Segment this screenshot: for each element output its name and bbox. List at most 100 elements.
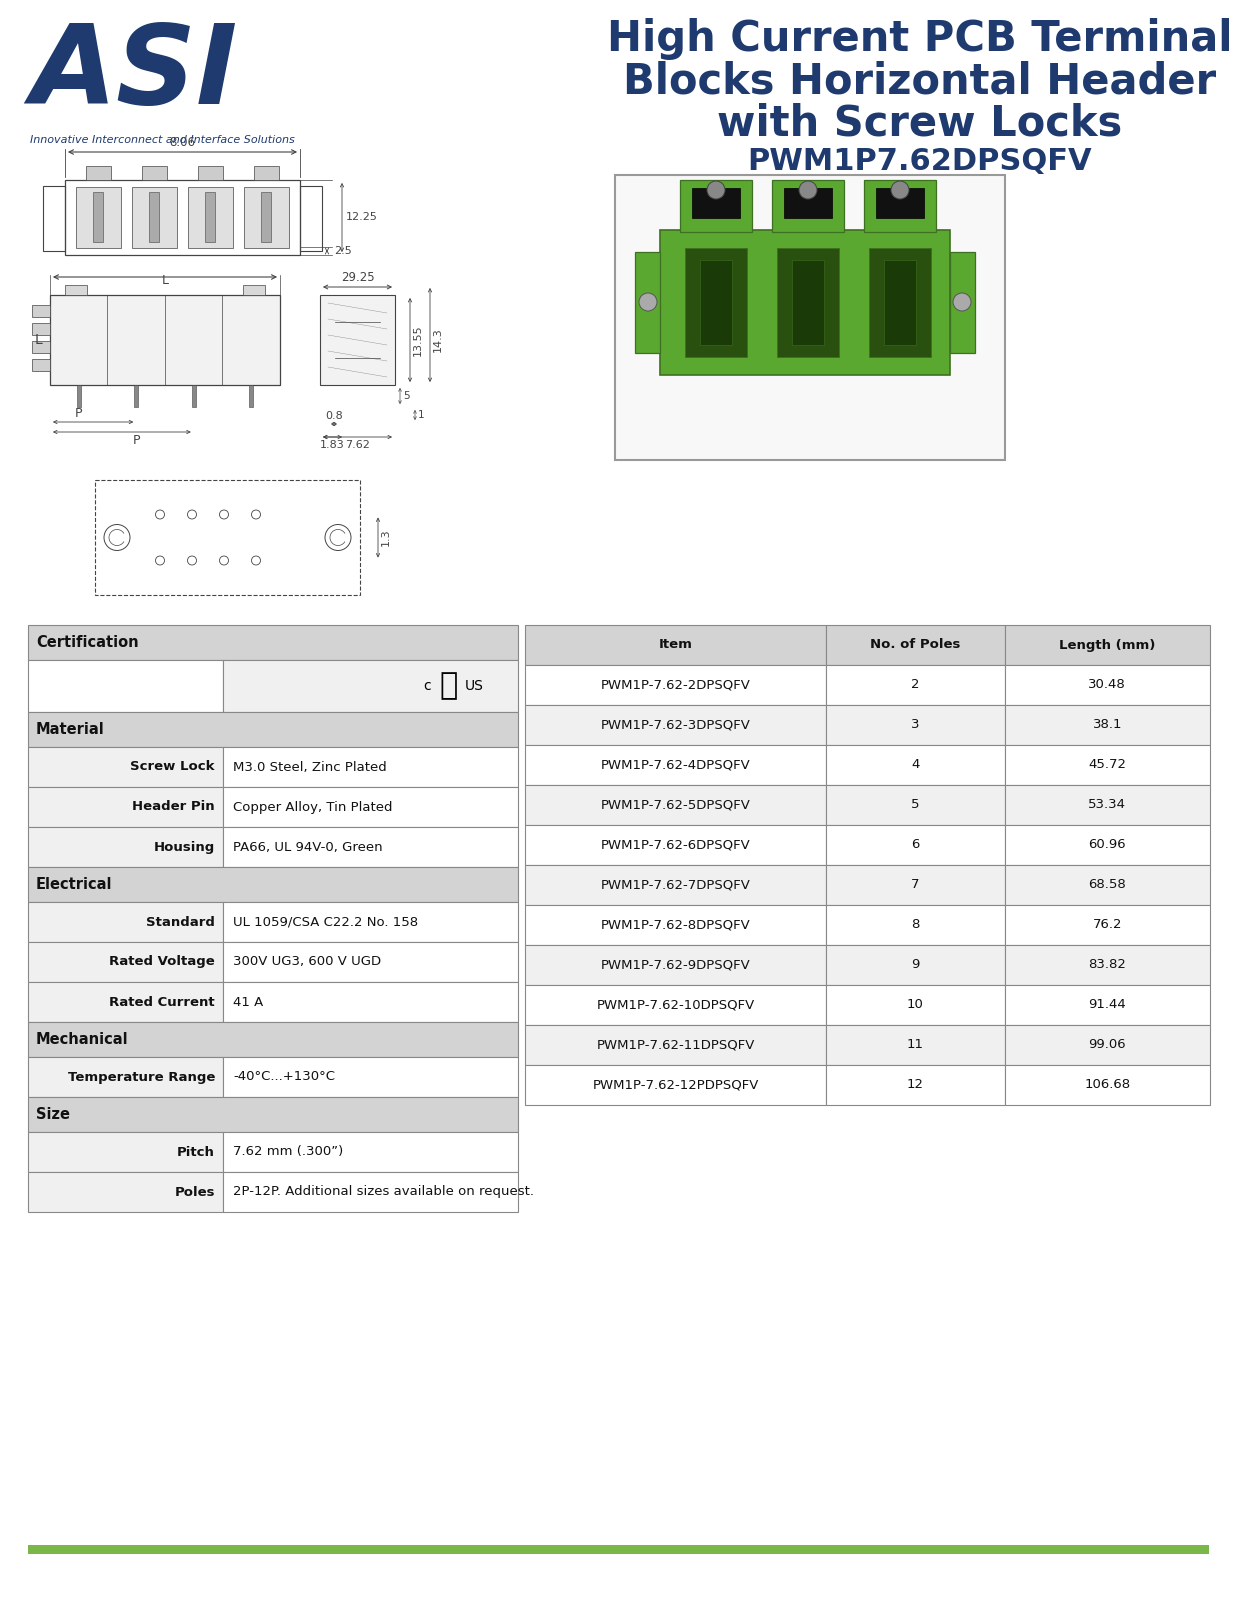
Bar [826,626,1004,666]
Bar [223,827,518,867]
Text: Temperature Range: Temperature Range [68,1070,215,1083]
Text: 9: 9 [912,958,919,971]
Bar [792,259,824,346]
Text: 12.25: 12.25 [346,213,377,222]
Bar [1004,866,1210,906]
Text: P: P [132,434,140,446]
Bar [28,1546,1209,1554]
Text: PWM1P-7.62-11DPSQFV: PWM1P-7.62-11DPSQFV [596,1038,755,1051]
Bar [28,1171,223,1213]
Text: c: c [423,678,430,693]
Bar [826,946,1004,986]
Text: 30.48: 30.48 [1089,678,1126,691]
Bar [524,786,826,826]
Bar [1004,1066,1210,1106]
Bar [524,706,826,746]
Text: Size: Size [36,1107,71,1122]
Text: Ⓤ: Ⓤ [439,672,458,701]
Bar [1004,706,1210,746]
Bar [254,166,280,179]
Text: 53.34: 53.34 [1089,798,1126,811]
Text: Length (mm): Length (mm) [1059,638,1155,651]
Text: 29.25: 29.25 [340,270,375,285]
Bar [524,1026,826,1066]
Bar [223,1133,518,1171]
Text: PWM1P-7.62-7DPSQFV: PWM1P-7.62-7DPSQFV [601,878,751,891]
Text: Pitch: Pitch [177,1146,215,1158]
Bar [884,259,917,346]
Text: -40°C...+130°C: -40°C...+130°C [233,1070,335,1083]
Text: Housing: Housing [153,840,215,853]
Text: Certification: Certification [36,635,139,650]
Bar [524,626,826,666]
Text: 106.68: 106.68 [1084,1078,1131,1091]
Text: ASI: ASI [30,19,238,126]
Bar [223,787,518,827]
Bar [132,187,177,248]
Bar [93,192,103,242]
Text: 60.96: 60.96 [1089,838,1126,851]
Bar [777,248,839,357]
Text: Copper Alloy, Tin Plated: Copper Alloy, Tin Plated [233,800,392,813]
Text: US: US [465,678,484,693]
Bar [223,902,518,942]
Bar [1004,826,1210,866]
Text: UL 1059/CSA C22.2 No. 158: UL 1059/CSA C22.2 No. 158 [233,915,418,928]
Text: 45.72: 45.72 [1089,758,1126,771]
Text: Automation Systems Interconnect, Inc: Automation Systems Interconnect, Inc [115,106,386,118]
Bar [524,946,826,986]
Bar [244,187,289,248]
Bar [28,712,518,747]
Circle shape [799,181,816,198]
Text: No. of Poles: No. of Poles [871,638,961,651]
Text: PWM1P-7.62-8DPSQFV: PWM1P-7.62-8DPSQFV [601,918,751,931]
Bar [28,982,223,1022]
Text: Screw Lock: Screw Lock [130,760,215,773]
Bar [95,480,360,595]
Text: 13.55: 13.55 [413,325,423,355]
Text: 68.58: 68.58 [1089,878,1126,891]
Bar [826,866,1004,906]
Bar [192,386,195,406]
Circle shape [952,293,971,310]
Bar [1004,986,1210,1026]
Bar [135,386,139,406]
Bar [43,186,66,251]
Bar [1004,626,1210,666]
Text: 10: 10 [907,998,924,1011]
Bar [1004,666,1210,706]
Bar [28,1133,223,1171]
Text: L: L [35,333,42,347]
Bar [1004,786,1210,826]
Bar [242,285,265,294]
Text: 6: 6 [912,838,919,851]
Bar [524,746,826,786]
Bar [28,1058,223,1098]
Bar [223,1171,518,1213]
Bar [28,626,518,659]
Text: 5: 5 [912,798,919,811]
Text: High Current PCB Terminal: High Current PCB Terminal [607,18,1233,59]
Text: L: L [162,274,168,286]
Bar [66,179,301,254]
Text: PWM1P-7.62-12PDPSQFV: PWM1P-7.62-12PDPSQFV [593,1078,758,1091]
Text: 5: 5 [403,390,409,402]
Text: 2P-12P. Additional sizes available on request.: 2P-12P. Additional sizes available on re… [233,1186,534,1198]
Bar [772,179,844,232]
Text: 300V UG3, 600 V UGD: 300V UG3, 600 V UGD [233,955,381,968]
Bar [223,1058,518,1098]
Bar [826,666,1004,706]
Bar [1004,746,1210,786]
Text: 7.62 mm (.300”): 7.62 mm (.300”) [233,1146,343,1158]
Bar [198,166,223,179]
Text: 1: 1 [418,410,424,419]
Bar [1004,946,1210,986]
Bar [826,986,1004,1026]
Text: 2: 2 [912,678,919,691]
Bar [826,786,1004,826]
Text: 11: 11 [907,1038,924,1051]
Bar [1004,906,1210,946]
Bar [826,706,1004,746]
Text: 1.3: 1.3 [381,528,391,546]
Circle shape [708,181,725,198]
